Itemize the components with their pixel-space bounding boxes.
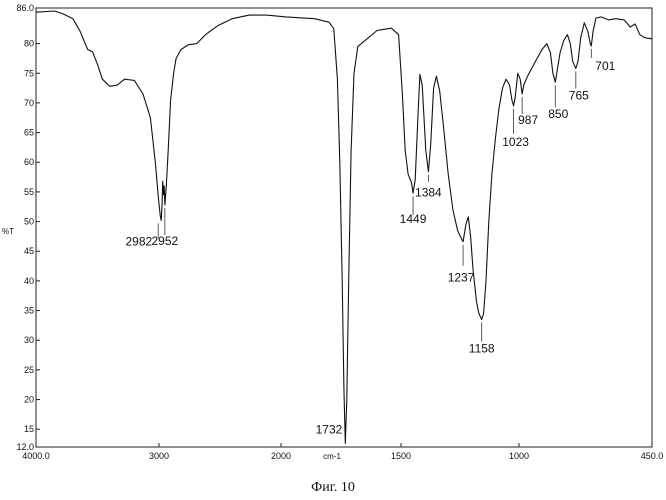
peak-label: 1023 [502,135,529,149]
peak-label: 2982 [125,234,152,248]
axes: 86.0807570656055504540353025201512.04000… [16,3,663,461]
spectrum-line [36,11,652,443]
y-tick-label: 70 [24,98,34,108]
peak-annotations: 29822952 1732 1449 1384 1237 1158 1023 987 85076… [125,49,615,436]
peak-label: 1384 [415,186,442,200]
y-tick-label: 20 [24,395,34,405]
peak-label: 850 [548,107,568,121]
x-tick-label: 1500 [391,451,411,461]
y-tick-label: 25 [24,365,34,375]
y-tick-label: 80 [24,39,34,49]
figure-caption: Фиг. 10 [311,480,355,495]
y-tick-label: 75 [24,68,34,78]
x-tick-label: 3000 [149,451,169,461]
peak-label: 1237 [448,271,475,285]
y-tick-label: 40 [24,276,34,286]
peak-label: 987 [518,113,538,127]
x-tick-label: 450.0 [641,451,664,461]
y-tick-label: 30 [24,335,34,345]
x-tick-label: 1000 [509,451,529,461]
y-tick-label: 35 [24,306,34,316]
y-tick-label: 65 [24,128,34,138]
y-tick-label: 60 [24,157,34,167]
peak-label: 701 [595,59,615,73]
y-axis-label: %T [2,227,14,236]
y-tick-label: 50 [24,217,34,227]
y-tick-label: 15 [24,424,34,434]
y-tick-label: 86.0 [16,3,34,13]
peak-label: 765 [569,89,589,103]
x-tick-label: 4000.0 [22,451,50,461]
peak-label: 1732 [316,422,343,436]
y-tick-label: 45 [24,246,34,256]
spectrum-plot [36,11,652,443]
x-axis-label: cm-1 [323,452,341,461]
x-tick-label: 2000 [271,451,291,461]
peak-label: 1449 [400,212,427,226]
peak-label: 2952 [152,234,179,248]
peak-label: 1158 [469,341,495,355]
y-tick-label: 55 [24,187,34,197]
